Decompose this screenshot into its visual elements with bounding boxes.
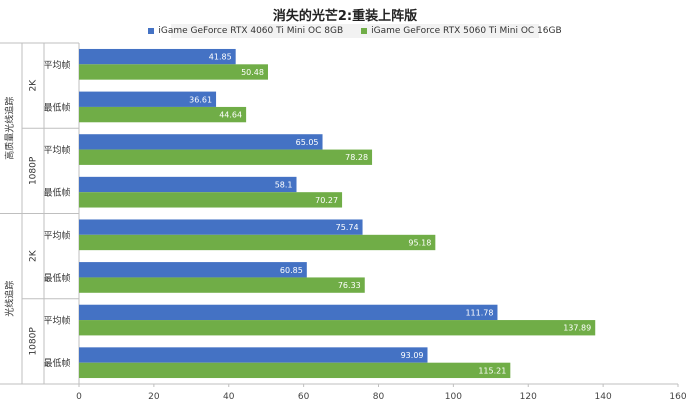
category-label: 最低帧 <box>43 101 70 113</box>
bar <box>79 48 236 65</box>
x-tick-label: 140 <box>595 392 612 402</box>
bar <box>79 262 307 278</box>
legend-item-series-1: iGame GeForce RTX 4060 Ti Mini OC 8GB <box>148 26 343 36</box>
bar-value-label: 50.48 <box>241 68 264 77</box>
x-tick-label: 100 <box>445 392 462 402</box>
bar <box>79 219 363 235</box>
chart-title: 消失的光芒2:重装上阵版 <box>272 9 418 24</box>
legend-swatch-series-1 <box>148 28 155 34</box>
category-label: 平均帧 <box>43 144 70 156</box>
bar <box>79 277 365 293</box>
legend-label-series-2: iGame GeForce RTX 5060 Ti Mini OC 16GB <box>371 26 562 36</box>
category-label: 平均帧 <box>43 229 70 241</box>
bar <box>79 362 511 379</box>
bar-value-label: 44.64 <box>219 111 242 120</box>
bar <box>79 91 217 107</box>
category-label: 最低帧 <box>43 357 70 369</box>
bar-value-label: 78.28 <box>345 153 368 162</box>
bar <box>79 304 498 321</box>
subgroup-label: 1080P <box>29 327 39 356</box>
bar <box>79 234 436 251</box>
group-label: 光线追踪 <box>4 281 16 317</box>
bar-value-label: 58.1 <box>275 181 293 190</box>
bar-value-label: 76.33 <box>338 281 361 290</box>
bar <box>79 192 343 208</box>
bar-value-label: 95.18 <box>408 238 431 247</box>
legend: iGame GeForce RTX 4060 Ti Mini OC 8GB iG… <box>148 24 562 38</box>
category-label: 最低帧 <box>43 187 70 199</box>
bar <box>79 64 268 80</box>
x-tick-label: 20 <box>148 392 160 402</box>
bar-value-label: 137.89 <box>563 324 591 333</box>
bar-value-label: 36.61 <box>189 95 212 104</box>
bar <box>79 149 373 165</box>
bar-value-label: 41.85 <box>209 53 232 62</box>
category-label: 最低帧 <box>43 272 70 284</box>
group-label: 高质量光线追踪 <box>4 97 16 160</box>
x-tick-label: 80 <box>373 392 385 402</box>
bar <box>79 347 428 363</box>
category-label: 平均帧 <box>43 315 70 327</box>
subgroup-label: 2K <box>29 249 39 262</box>
subgroup-label: 1080P <box>29 156 39 185</box>
bar-value-label: 75.74 <box>336 223 359 232</box>
category-label: 平均帧 <box>43 59 70 71</box>
bar <box>79 106 247 123</box>
x-tick-label: 60 <box>298 392 310 402</box>
bar-value-label: 65.05 <box>296 138 319 147</box>
x-tick-label: 0 <box>76 392 82 402</box>
x-tick-label: 120 <box>520 392 537 402</box>
bar-value-label: 70.27 <box>315 196 338 205</box>
bar-value-label: 93.09 <box>401 351 424 360</box>
x-tick-label: 160 <box>669 392 686 402</box>
legend-item-series-2: iGame GeForce RTX 5060 Ti Mini OC 16GB <box>361 26 562 36</box>
bar-value-label: 60.85 <box>280 266 303 275</box>
x-tick-label: 40 <box>223 392 235 402</box>
bar-value-label: 115.21 <box>478 366 506 375</box>
legend-label-series-1: iGame GeForce RTX 4060 Ti Mini OC 8GB <box>158 26 344 36</box>
bar <box>79 320 596 336</box>
bar <box>79 176 297 193</box>
bar <box>79 134 323 150</box>
subgroup-label: 2K <box>29 79 39 92</box>
legend-swatch-series-2 <box>361 28 368 34</box>
bar-value-label: 111.78 <box>465 308 493 317</box>
